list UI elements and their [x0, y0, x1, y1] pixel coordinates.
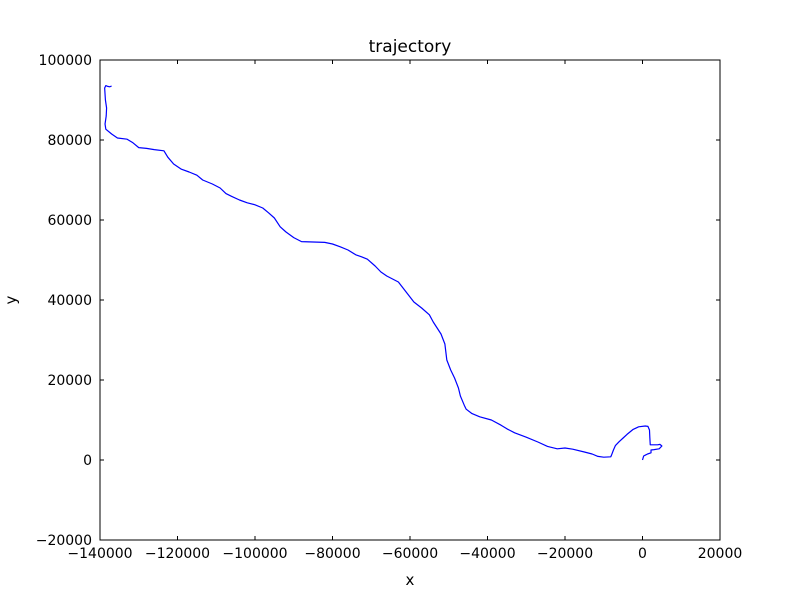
x-tick-label: −60000 — [382, 546, 438, 562]
x-tick-label: −20000 — [537, 546, 593, 562]
x-axis-label: x — [406, 571, 415, 589]
y-tick-label: 100000 — [39, 53, 92, 69]
y-tick-label: 60000 — [47, 213, 92, 229]
ticks: −140000 −120000 −100000 −80000 −60000 −40000 −… — [36, 53, 743, 562]
chart-title: trajectory — [369, 37, 452, 57]
y-tick-label: 80000 — [47, 133, 92, 149]
x-tick-label: −100000 — [222, 546, 287, 562]
y-tick-label: 0 — [83, 453, 92, 469]
x-tick-label: −80000 — [304, 546, 360, 562]
y-tick-label: −20000 — [36, 533, 92, 549]
x-tick-label: −140000 — [67, 546, 132, 562]
y-axis-label: y — [2, 295, 20, 304]
x-tick-label: 0 — [638, 546, 647, 562]
x-tick-label: −40000 — [459, 546, 515, 562]
x-tick-label: −120000 — [145, 546, 210, 562]
y-tick-label: 20000 — [47, 373, 92, 389]
plot-area — [104, 85, 663, 461]
trajectory-series-line — [104, 85, 663, 461]
x-tick-label: 20000 — [698, 546, 743, 562]
y-tick-label: 40000 — [47, 293, 92, 309]
